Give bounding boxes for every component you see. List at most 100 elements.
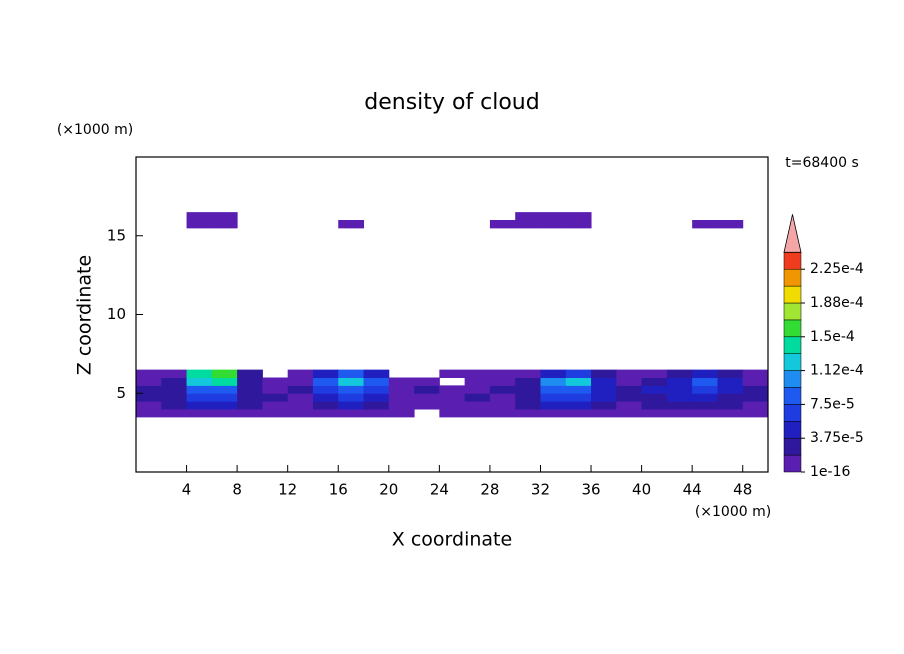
contour-cell	[616, 401, 643, 410]
contour-cell	[591, 409, 617, 418]
contour-cell	[414, 409, 440, 417]
contour-cell	[515, 369, 541, 378]
contour-cell	[186, 409, 213, 418]
contour-cell	[666, 393, 693, 402]
contour-cell	[388, 393, 415, 402]
contour-cell	[388, 385, 415, 394]
contour-cell	[388, 409, 415, 418]
x-unit: (×1000 m)	[695, 504, 771, 520]
contour-cell	[136, 212, 162, 220]
contour-cell	[262, 377, 289, 386]
contour-cell	[136, 377, 162, 386]
x-tick-label: 28	[480, 481, 499, 499]
contour-cell	[414, 212, 440, 220]
contour-cell	[642, 220, 668, 228]
contour-cell	[540, 220, 567, 229]
contour-cell	[363, 385, 390, 394]
contour-cell	[692, 409, 718, 418]
contour-cell	[364, 212, 390, 220]
contour-cell	[363, 401, 390, 410]
contour-cell	[161, 385, 188, 394]
contour-cell	[717, 401, 744, 410]
contour-cell	[742, 409, 769, 418]
contour-cell	[464, 393, 491, 402]
contour-cell	[211, 212, 238, 221]
contour-cell	[388, 401, 415, 410]
contour-cell	[262, 220, 288, 228]
contour-cell	[262, 401, 289, 410]
x-tick-label: 20	[379, 481, 398, 499]
chart-title: density of cloud	[364, 90, 539, 115]
contour-cell	[414, 370, 440, 378]
contour-cell	[641, 385, 668, 394]
contour-cell	[540, 212, 567, 221]
x-tick-label: 16	[329, 481, 348, 499]
contour-cell	[211, 220, 238, 229]
contour-cell	[742, 377, 769, 386]
contour-cell	[186, 212, 213, 221]
contour-cell	[742, 369, 769, 378]
x-tick-label: 40	[632, 481, 651, 499]
contour-cell	[489, 401, 516, 410]
contour-cell	[692, 212, 718, 220]
contour-cell	[313, 212, 339, 220]
contour-cell	[312, 369, 339, 378]
contour-cell	[338, 393, 365, 402]
contour-cell	[465, 220, 491, 228]
y-tick-label: 15	[107, 226, 126, 244]
x-tick-label: 48	[733, 481, 752, 499]
contour-cell	[287, 401, 314, 410]
contour-cell	[540, 393, 567, 402]
contour-cell	[136, 220, 162, 228]
contour-cell	[211, 409, 238, 418]
contour-cell	[641, 377, 668, 386]
contour-cell	[489, 369, 516, 378]
colorbar-segment	[783, 437, 802, 456]
contour-cell	[439, 409, 466, 418]
contour-cell	[161, 393, 188, 402]
contour-cell	[692, 385, 718, 394]
contour-cell	[616, 220, 642, 228]
contour-cell	[489, 409, 516, 418]
contour-cell	[489, 377, 516, 386]
contour-cell	[312, 401, 339, 410]
y-unit: (×1000 m)	[57, 122, 133, 138]
contour-cell	[540, 409, 567, 418]
contour-cell	[666, 369, 693, 378]
contour-cell	[363, 377, 390, 386]
x-tick-label: 24	[430, 481, 449, 499]
contour-cell	[312, 393, 339, 402]
contour-cell	[237, 212, 263, 220]
contour-cell	[211, 393, 238, 402]
contour-cell	[136, 409, 162, 418]
contour-cell	[717, 409, 744, 418]
contour-cell	[515, 377, 541, 386]
contour-cell	[591, 393, 617, 402]
contour-cell	[515, 401, 541, 410]
contour-cell	[338, 212, 364, 220]
colorbar-label: 7.5e-5	[810, 396, 855, 412]
colorbar-label: 1.5e-4	[810, 329, 855, 345]
contour-cell	[666, 401, 693, 410]
contour-cell	[237, 393, 263, 402]
contour-cell	[312, 409, 339, 418]
contour-cell	[641, 393, 668, 402]
contour-cell	[490, 212, 516, 220]
contour-cell	[262, 212, 288, 220]
contour-cell	[439, 385, 466, 394]
contour-cell	[666, 409, 693, 418]
contour-cell	[540, 401, 567, 410]
contour-cell	[287, 385, 314, 394]
contour-cell	[489, 385, 516, 394]
contour-cell	[692, 369, 718, 378]
contour-cell	[136, 393, 162, 402]
contour-cell	[489, 393, 516, 402]
colorbar-segment	[783, 285, 802, 304]
contour-cell	[211, 369, 238, 378]
contour-cell	[692, 220, 718, 229]
contour-cell	[692, 401, 718, 410]
contour-cell	[186, 385, 213, 394]
y-tick-label: 10	[107, 305, 126, 323]
contour-cell	[717, 369, 744, 378]
contour-cell	[136, 369, 162, 378]
